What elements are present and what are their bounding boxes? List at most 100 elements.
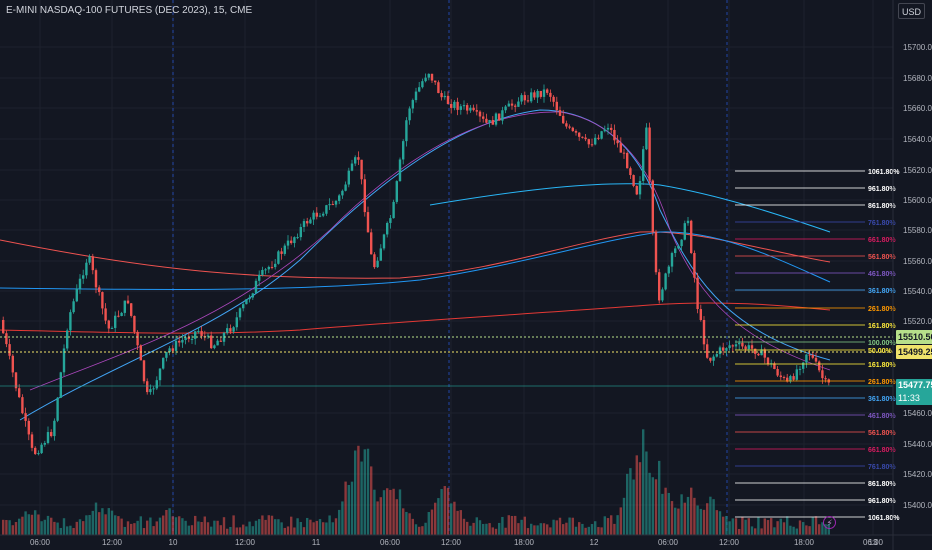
volume-bar (802, 522, 805, 535)
volume-bar (315, 520, 318, 535)
volume-bar (251, 526, 254, 535)
volume-bar (366, 448, 370, 535)
candle-body (571, 127, 574, 132)
candle-body (277, 251, 280, 264)
candle-body (59, 372, 62, 398)
candle-body (306, 221, 309, 224)
candle-body (309, 219, 312, 224)
volume-bar (728, 521, 731, 535)
volume-bar (286, 526, 290, 535)
candle-body (427, 73, 430, 78)
candle-body (606, 127, 610, 130)
volume-bar (699, 508, 702, 535)
time-axis-label: 10 (169, 538, 178, 547)
volume-bar (142, 528, 146, 535)
candle-body (56, 397, 59, 421)
candle-body (693, 253, 696, 278)
candle-body (258, 274, 261, 281)
candle-body (430, 73, 434, 81)
candle-body (21, 397, 24, 414)
volume-bar (24, 511, 27, 535)
volume-bar (229, 526, 232, 535)
candle-body (581, 136, 584, 138)
volume-bar (421, 526, 424, 535)
volume-bar (37, 514, 40, 535)
candle-body (789, 376, 792, 382)
candle-body (763, 349, 766, 358)
candle-body (440, 93, 443, 98)
volume-bar (46, 515, 50, 535)
volume-bar (302, 527, 306, 535)
volume-bar (296, 518, 299, 535)
candle-body (702, 319, 706, 345)
volume-bar (674, 507, 677, 535)
volume-bar (72, 528, 75, 535)
candle-body (334, 200, 338, 205)
volume-bar (824, 524, 827, 535)
volume-bar (69, 525, 72, 535)
candle-body (197, 330, 200, 332)
volume-bar (123, 526, 126, 535)
candle-body (642, 149, 645, 181)
candle-body (398, 159, 402, 182)
time-axis[interactable]: 06:00 12:00 10 12:00 11 06:00 12:00 18:00 12 06:0… (0, 534, 932, 547)
fib-level-label: 261.80% (868, 306, 896, 313)
volume-bar (155, 521, 158, 535)
candle-body (754, 348, 757, 354)
candle-body (229, 328, 232, 332)
volume-bar (283, 527, 286, 535)
candle-body (686, 220, 690, 224)
candle-body (30, 434, 34, 448)
volume-bar (706, 503, 709, 535)
candle-body (376, 260, 379, 268)
price-axis[interactable]: 15700.00 15680.00 15660.00 15640.00 15620.00… (892, 0, 932, 550)
volume-bar (110, 510, 114, 535)
candle-body (552, 96, 555, 102)
ma-200-line (0, 231, 831, 279)
candle-body (706, 344, 709, 358)
volume-bar (565, 522, 568, 535)
candle-body (725, 348, 728, 351)
volume-bar (107, 508, 110, 535)
candle-body (651, 180, 654, 232)
volume-bar (667, 492, 670, 535)
candle-body (88, 256, 91, 263)
fib-level-label: 261.80% (868, 379, 896, 386)
candle-body (549, 92, 552, 97)
candle-body (312, 212, 315, 220)
volume-bar (619, 507, 622, 535)
candle-body (178, 340, 181, 343)
volume-bar (98, 512, 101, 535)
candle-body (62, 348, 66, 373)
candle-body (504, 106, 507, 111)
candle-body (389, 218, 392, 223)
volume-bar (686, 496, 690, 535)
currency-button[interactable]: USD (898, 3, 925, 19)
volume-bar (66, 526, 69, 535)
candle-body (629, 168, 632, 176)
volume-bar (738, 528, 741, 535)
volume-bar (178, 516, 181, 535)
volume-bar (434, 502, 437, 535)
volume-bar (59, 527, 62, 535)
fib-level-label: 661.80% (868, 237, 896, 244)
volume-bar (91, 510, 94, 535)
volume-bar (536, 525, 539, 535)
candle-body (91, 256, 94, 271)
volume-bar (318, 519, 322, 535)
fib-level-label: 961.80% (868, 498, 896, 505)
fibonacci-extension-levels[interactable]: 1061.80% 961.80% 861.80% 761.80% 661.80% 561.… (735, 169, 900, 522)
candle-body (568, 126, 571, 128)
candle-body (187, 337, 190, 340)
lightning-icon[interactable]: ⚡ (823, 516, 836, 529)
volume-bar (462, 518, 466, 535)
volume-bar (597, 527, 600, 535)
candle-body (421, 81, 424, 88)
time-axis-label: 12:00 (441, 538, 462, 547)
price-axis-label: 15400.00 (903, 501, 932, 510)
volume-bar (430, 509, 434, 535)
volume-bar (603, 516, 606, 535)
candle-body (270, 266, 274, 268)
volume-bar (117, 516, 120, 535)
